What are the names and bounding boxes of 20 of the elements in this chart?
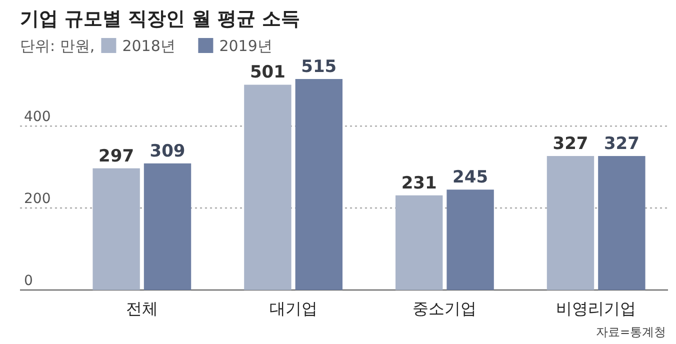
legend-label: 2019년	[219, 37, 272, 55]
data-label: 309	[150, 141, 186, 162]
data-label: 515	[301, 57, 337, 77]
data-label: 501	[250, 62, 286, 83]
x-tick-label: 중소기업	[412, 299, 477, 318]
x-tick-label: 대기업	[269, 299, 318, 318]
y-tick-label: 0	[24, 273, 33, 289]
y-tick-label: 400	[24, 109, 51, 126]
legend-label: 2018년	[122, 37, 176, 55]
data-label: 327	[604, 134, 640, 154]
text: 자료=통계청	[596, 325, 666, 339]
data-label: 231	[401, 173, 437, 194]
chart-title: 기업 규모별 직장인 월 평균 소득	[20, 8, 300, 30]
chart-subtitle: 단위: 만원,	[20, 37, 95, 55]
data-label: 245	[452, 168, 488, 188]
data-label: 327	[552, 134, 588, 154]
x-tick-label: 전체	[126, 299, 158, 318]
x-tick-label: 비영리기업	[556, 299, 636, 318]
y-tick-label: 200	[24, 191, 51, 208]
data-label: 297	[98, 146, 134, 166]
